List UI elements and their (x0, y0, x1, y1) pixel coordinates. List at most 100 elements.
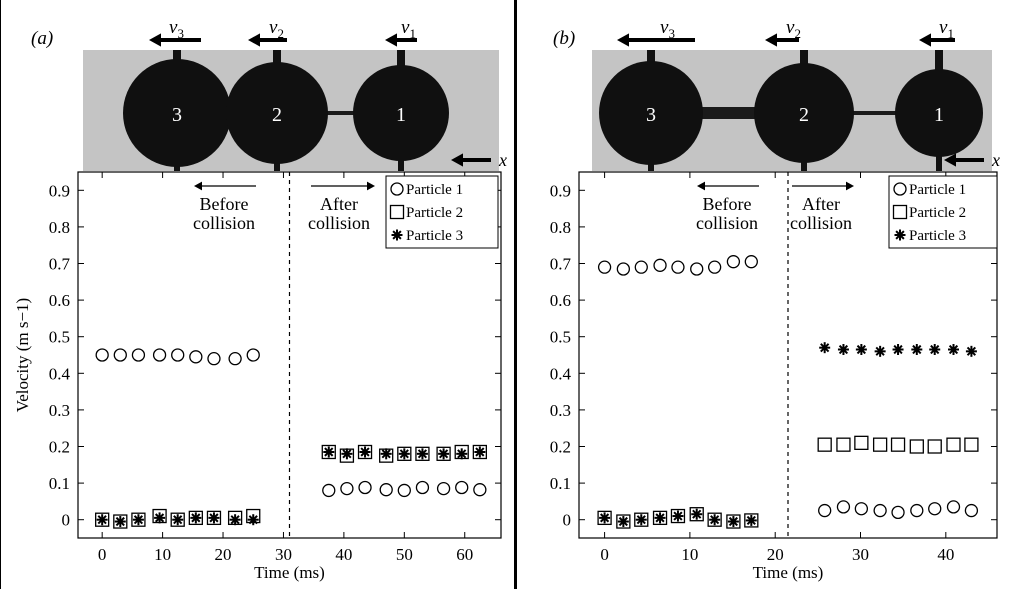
data-point-circle (473, 483, 487, 497)
asterisk-stroke (655, 513, 665, 523)
data-point-circle (726, 255, 741, 269)
data-point-asterisk (727, 516, 739, 528)
particle-stem-bottom (936, 155, 942, 171)
particle-stem-top (273, 50, 281, 70)
particle-number-label: 1 (934, 104, 944, 126)
legend-marker-circle (893, 182, 907, 196)
asterisk-stroke (856, 344, 866, 355)
asterisk-stroke (97, 515, 107, 525)
x-axis-label: Time (ms) (254, 563, 325, 582)
asterisk-stroke (115, 516, 125, 527)
data-point-circle (836, 500, 851, 514)
particle-stem-top (935, 50, 943, 70)
legend-marker-circle (390, 182, 404, 196)
data-point-circle (246, 348, 260, 362)
y-tick-label: 0.2 (49, 438, 70, 457)
data-point-asterisk (456, 448, 468, 460)
asterisk-stroke (618, 516, 628, 527)
y-tick-label: 0.3 (49, 401, 70, 420)
y-tick-label: 0.5 (49, 328, 70, 347)
asterisk-stroke (673, 511, 683, 521)
data-point-asterisk (911, 344, 923, 356)
data-point-asterisk (341, 448, 353, 460)
velocity-subscript: 2 (277, 26, 284, 41)
y-tick-label: 0.8 (550, 218, 571, 237)
particle-stem-top (397, 50, 405, 70)
data-point-asterisk (247, 514, 259, 526)
data-point-circle (340, 481, 354, 496)
data-point-square (836, 437, 851, 452)
before-collision-arrow-head (194, 181, 202, 191)
after-collision-label: collision (308, 213, 370, 233)
asterisk-stroke (438, 449, 449, 459)
velocity-arrow-3-head (919, 33, 931, 47)
series-square (597, 435, 979, 529)
legend-entry: Particle 3 (406, 228, 463, 244)
panel-b: (b) v3 v2 v1 3 2 1 x 0 0.1 0.2 0.3 0.4 0.5 0.6 0.7 0.8 0.… (514, 0, 1009, 589)
data-point-circle (854, 502, 869, 516)
data-point-asterisk (438, 448, 450, 460)
velocity-subscript: 1 (947, 26, 954, 41)
data-point-asterisk (229, 514, 241, 526)
chart-b: 0 0.1 0.2 0.3 0.4 0.5 0.6 0.7 0.8 0.9 0 10 20 30 40 Tim… (550, 171, 998, 582)
y-tick-label: 0 (563, 511, 572, 530)
series-asterisk (599, 342, 977, 528)
before-collision-label: Before (200, 194, 249, 214)
data-point-square (397, 446, 412, 461)
velocity-arrow-1-head (617, 33, 629, 47)
data-point-square (964, 437, 979, 452)
data-point-asterisk (172, 514, 184, 526)
asterisk-stroke (692, 509, 702, 519)
particle-1 (353, 65, 449, 161)
x-tick-label: 20 (767, 545, 784, 564)
legend-entry: Particle 3 (909, 228, 966, 244)
chart-a: 0 0.1 0.2 0.3 0.4 0.5 0.6 0.7 0.8 0.9 0 10 20 30 40 50 6… (13, 171, 502, 582)
data-point-circle (597, 260, 612, 274)
data-point-circle (113, 348, 127, 362)
asterisk-stroke (636, 515, 646, 525)
particle-number-label: 2 (799, 104, 809, 126)
x-tick-label: 10 (154, 545, 171, 564)
particle-2 (226, 62, 328, 164)
particle-2 (754, 63, 854, 163)
asterisk-stroke (948, 344, 959, 355)
velocity-label: v1 (939, 17, 954, 41)
data-point-circle (131, 348, 146, 362)
data-point-asterisk (874, 345, 886, 357)
asterisk-stroke (838, 344, 849, 355)
y-tick-label: 0.4 (550, 364, 572, 383)
legend-marker-asterisk (391, 229, 403, 241)
data-point-asterisk (691, 508, 703, 520)
asterisk-stroke (746, 515, 756, 526)
data-point-asterisk (154, 512, 166, 524)
data-point-circle (707, 260, 722, 274)
after-collision-arrow-head (367, 181, 375, 191)
series-circle (597, 255, 979, 520)
before-collision-label: collision (696, 213, 758, 233)
data-point-asterisk (892, 344, 904, 356)
y-tick-label: 0.8 (49, 218, 70, 237)
data-point-circle (690, 262, 704, 276)
before-collision-arrow-head (697, 181, 705, 191)
asterisk-stroke (209, 513, 219, 523)
liquid-bridge-1 (311, 111, 361, 115)
asterisk-stroke (133, 515, 144, 525)
panel-label: (a) (31, 28, 53, 49)
data-point-square (726, 514, 741, 529)
x-tick-label: 40 (937, 545, 954, 564)
after-collision-label: After (802, 194, 840, 214)
data-point-circle (436, 481, 451, 496)
x-tick-label: 30 (852, 545, 869, 564)
asterisk-stroke (893, 344, 903, 355)
data-point-asterisk (208, 512, 220, 524)
data-point-square (597, 510, 612, 526)
data-point-circle (910, 503, 924, 518)
velocity-arrow-2-head (765, 33, 777, 47)
data-point-asterisk (947, 344, 959, 356)
data-point-square (689, 507, 704, 522)
data-point-square (436, 446, 451, 461)
y-tick-label: 0.9 (49, 181, 70, 200)
y-tick-label: 0.6 (550, 291, 571, 310)
data-point-circle (379, 483, 393, 497)
data-point-square (113, 514, 128, 529)
